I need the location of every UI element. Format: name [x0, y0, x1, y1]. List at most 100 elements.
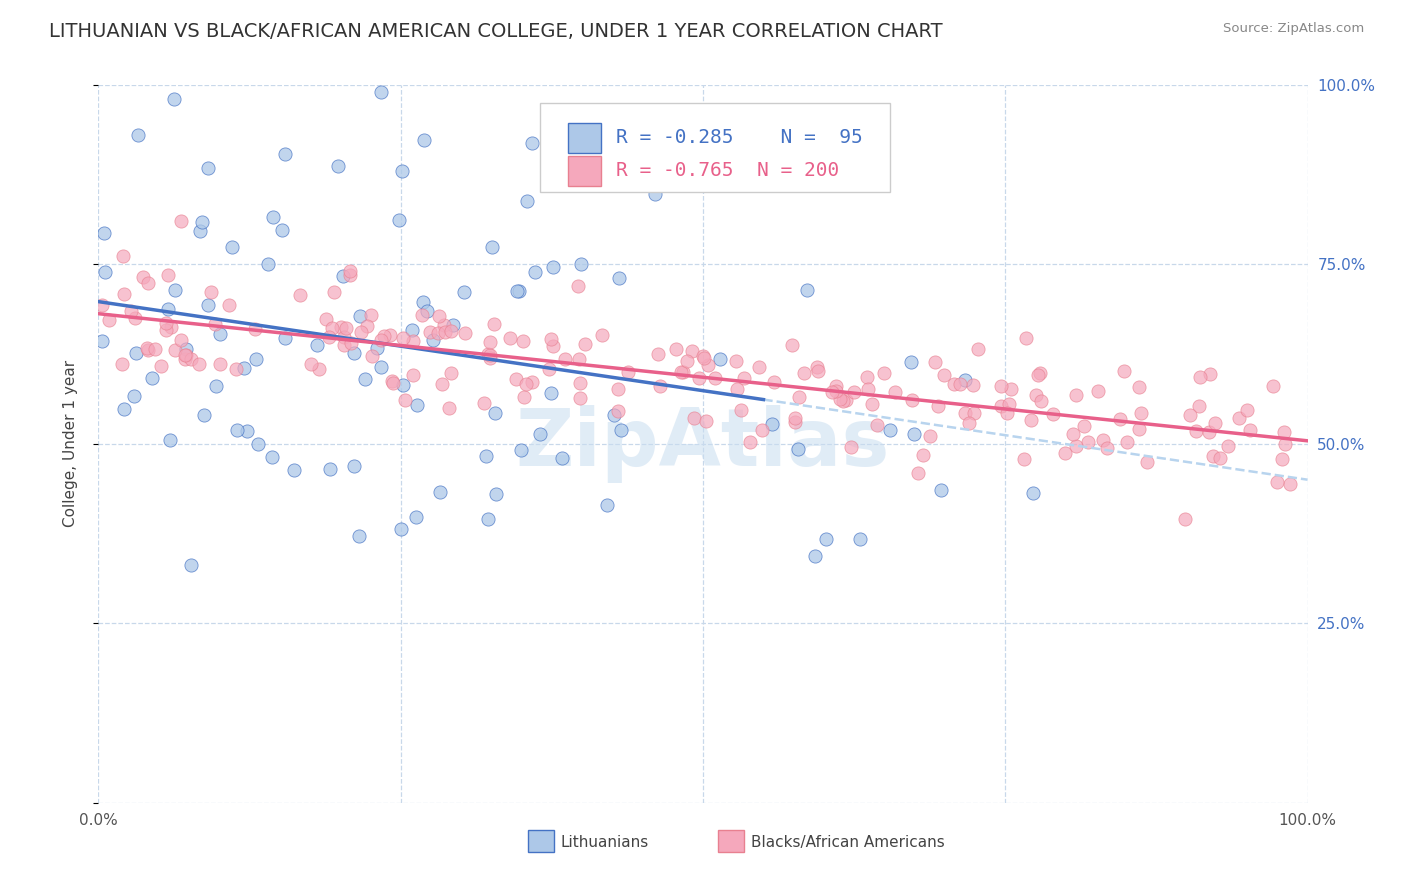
Point: [569, 376, 592, 390]
Point: [434, 326, 457, 340]
Point: [136, 276, 159, 290]
Point: [540, 386, 562, 401]
Point: [725, 382, 748, 396]
Point: [1022, 486, 1045, 500]
Point: [413, 133, 436, 147]
Point: [824, 379, 846, 393]
Point: [522, 136, 544, 150]
Text: ZipAtlas: ZipAtlas: [516, 405, 890, 483]
Point: [370, 360, 392, 375]
Point: [1198, 367, 1220, 381]
Point: [332, 269, 354, 284]
Point: [1029, 366, 1052, 380]
Point: [725, 354, 748, 368]
Point: [990, 399, 1012, 413]
Point: [366, 342, 388, 356]
Point: [155, 323, 177, 337]
Point: [419, 325, 441, 339]
Point: [1092, 434, 1115, 448]
Point: [1272, 425, 1295, 439]
Point: [163, 283, 186, 297]
Text: R = -0.285    N =  95: R = -0.285 N = 95: [616, 128, 863, 147]
Point: [1216, 439, 1239, 453]
Point: [422, 333, 444, 347]
Point: [787, 442, 810, 456]
Point: [1209, 451, 1232, 466]
Point: [807, 363, 830, 377]
Point: [343, 459, 366, 474]
Point: [574, 337, 596, 351]
Point: [370, 85, 392, 99]
Point: [136, 341, 159, 355]
Point: [830, 392, 852, 406]
Point: [389, 522, 412, 536]
Point: [180, 558, 202, 572]
Point: [955, 372, 977, 386]
Point: [163, 91, 186, 105]
Point: [804, 549, 827, 563]
Point: [354, 372, 377, 386]
Point: [335, 321, 357, 335]
Point: [454, 326, 477, 340]
Point: [591, 328, 613, 343]
Point: [862, 396, 884, 410]
Point: [697, 358, 720, 372]
Point: [1263, 379, 1285, 393]
Point: [523, 265, 546, 279]
Point: [155, 316, 177, 330]
Point: [1279, 476, 1302, 491]
Point: [682, 411, 704, 425]
Point: [401, 322, 423, 336]
Point: [1109, 412, 1132, 426]
Point: [963, 406, 986, 420]
Point: [747, 359, 769, 374]
Point: [299, 357, 322, 371]
Point: [693, 351, 716, 366]
Point: [692, 349, 714, 363]
Point: [1015, 331, 1038, 345]
Point: [927, 399, 949, 413]
Point: [1095, 441, 1118, 455]
Point: [949, 377, 972, 392]
Point: [510, 443, 533, 458]
Point: [676, 354, 699, 368]
Point: [378, 327, 401, 342]
Point: [112, 249, 135, 263]
Point: [520, 375, 543, 389]
Point: [225, 361, 247, 376]
Point: [392, 378, 415, 392]
Point: [145, 342, 167, 356]
Point: [1029, 394, 1052, 409]
Point: [695, 414, 717, 428]
Point: [440, 324, 463, 338]
Point: [844, 385, 866, 400]
Point: [540, 332, 562, 346]
Point: [929, 483, 952, 497]
Point: [356, 318, 378, 333]
Point: [176, 343, 198, 357]
Point: [339, 264, 361, 278]
Point: [616, 365, 638, 379]
Point: [1019, 413, 1042, 427]
Point: [856, 370, 879, 384]
Point: [112, 402, 135, 417]
Point: [343, 346, 366, 360]
Point: [478, 351, 501, 366]
Point: [704, 371, 727, 385]
Point: [315, 311, 337, 326]
Point: [1236, 402, 1258, 417]
Point: [1116, 434, 1139, 449]
Point: [382, 376, 405, 390]
Point: [607, 271, 630, 285]
Point: [957, 416, 980, 430]
Point: [157, 268, 180, 282]
Point: [934, 368, 956, 382]
Point: [607, 404, 630, 418]
Point: [567, 279, 589, 293]
Point: [884, 384, 907, 399]
Point: [124, 345, 146, 359]
Point: [839, 440, 862, 454]
Bar: [568, 122, 602, 153]
Point: [911, 449, 934, 463]
Point: [537, 361, 560, 376]
